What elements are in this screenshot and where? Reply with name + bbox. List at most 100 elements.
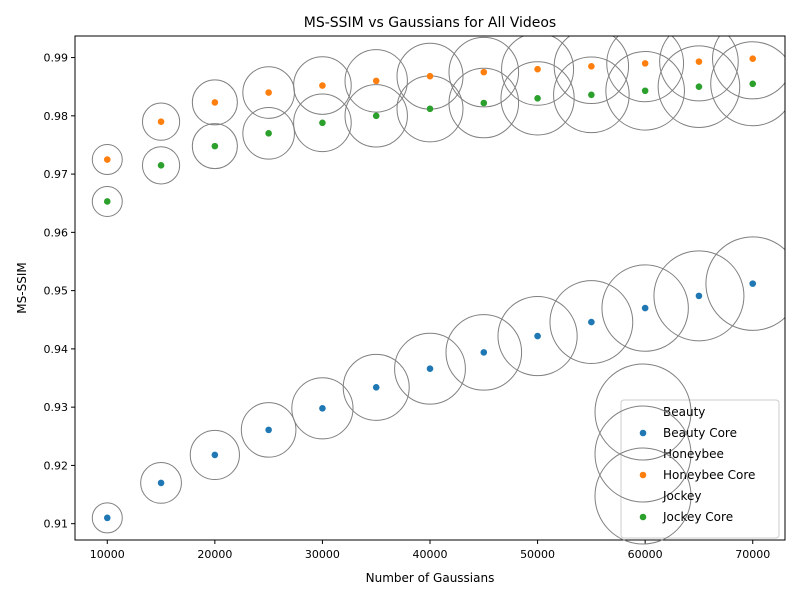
point-jockey-core bbox=[372, 112, 380, 120]
point-jockey-core bbox=[749, 80, 757, 88]
bubble-beauty bbox=[445, 314, 523, 391]
point-honeybee-core bbox=[480, 68, 488, 76]
bubble-honeybee bbox=[501, 36, 575, 106]
point-honeybee-core bbox=[372, 77, 380, 85]
x-tick-label: 50000 bbox=[520, 548, 555, 561]
point-honeybee-core bbox=[588, 62, 595, 70]
core-dot-layer bbox=[103, 55, 757, 522]
legend-label-honeybee-core: Honeybee Core bbox=[663, 468, 755, 482]
bubble-jockey bbox=[657, 45, 741, 128]
bubble-jockey bbox=[141, 146, 181, 185]
point-beauty-core bbox=[749, 280, 757, 287]
bubble-beauty bbox=[189, 429, 240, 481]
point-jockey-core bbox=[103, 198, 111, 205]
y-axis-label: MS-SSIM bbox=[15, 262, 29, 313]
bubble-honeybee bbox=[191, 79, 238, 126]
point-beauty-core bbox=[265, 426, 272, 434]
bubble-beauty bbox=[291, 377, 354, 440]
bubble-honeybee bbox=[553, 36, 630, 104]
bubble-honeybee bbox=[293, 56, 352, 115]
point-jockey-core bbox=[265, 130, 272, 137]
legend-marker-honeybee-core bbox=[639, 471, 647, 479]
point-beauty-core bbox=[695, 292, 703, 300]
point-honeybee-core bbox=[265, 89, 272, 96]
point-jockey-core bbox=[641, 87, 649, 95]
x-tick-label: 40000 bbox=[413, 548, 448, 561]
bubble-beauty bbox=[342, 353, 410, 421]
legend-label-jockey: Jockey bbox=[662, 489, 701, 503]
bubble-beauty bbox=[549, 280, 634, 364]
bubble-jockey bbox=[191, 123, 238, 170]
legend-frame bbox=[620, 399, 780, 539]
legend-label-beauty: Beauty bbox=[663, 405, 705, 419]
bubble-beauty bbox=[394, 332, 466, 405]
point-beauty-core bbox=[641, 304, 649, 312]
chart-title: MS-SSIM vs Gaussians for All Videos bbox=[304, 15, 556, 31]
legend-label-jockey-core: Jockey Core bbox=[662, 510, 733, 524]
bubble-jockey bbox=[344, 84, 408, 148]
point-beauty-core bbox=[588, 318, 595, 326]
legend-marker-jockey bbox=[594, 447, 692, 545]
bubble-beauty bbox=[601, 264, 689, 352]
y-tick-label: 0.97 bbox=[44, 168, 69, 181]
bubble-beauty bbox=[91, 502, 123, 534]
point-honeybee-core bbox=[211, 99, 219, 106]
y-tick-label: 0.98 bbox=[44, 110, 69, 123]
legend-label-beauty-core: Beauty Core bbox=[663, 426, 737, 440]
point-beauty-core bbox=[426, 365, 434, 372]
x-tick-label: 70000 bbox=[735, 548, 770, 561]
x-tick-label: 30000 bbox=[305, 548, 340, 561]
bubble-honeybee bbox=[344, 49, 408, 113]
point-honeybee-core bbox=[426, 72, 434, 80]
bubble-honeybee bbox=[659, 36, 739, 102]
x-tick-label: 20000 bbox=[197, 548, 232, 561]
point-honeybee-core bbox=[319, 82, 326, 89]
legend: Beauty Beauty Core Honeybee Honeybee Core Jo… bbox=[594, 363, 780, 545]
bubble-jockey bbox=[448, 67, 520, 139]
bubble-honeybee bbox=[448, 36, 520, 108]
bubble-honeybee bbox=[712, 36, 785, 100]
point-jockey-core bbox=[695, 83, 703, 90]
point-jockey-core bbox=[211, 142, 219, 150]
bubble-beauty bbox=[705, 236, 785, 331]
point-beauty-core bbox=[480, 349, 488, 356]
y-tick-label: 0.99 bbox=[44, 52, 69, 65]
point-beauty-core bbox=[157, 479, 165, 487]
legend-marker-beauty bbox=[594, 363, 692, 461]
bubble-jockey bbox=[500, 61, 575, 136]
point-honeybee-core bbox=[103, 156, 111, 163]
bubble-honeybee bbox=[91, 144, 123, 176]
x-tick-label: 10000 bbox=[90, 548, 125, 561]
bubble-jockey bbox=[242, 107, 295, 160]
y-tick-label: 0.96 bbox=[44, 226, 69, 239]
point-jockey-core bbox=[426, 105, 434, 113]
point-jockey-core bbox=[157, 162, 165, 169]
point-beauty-core bbox=[211, 451, 219, 459]
point-beauty-core bbox=[103, 514, 111, 522]
point-honeybee-core bbox=[749, 55, 757, 63]
point-honeybee-core bbox=[641, 60, 649, 67]
legend-marker-honeybee bbox=[594, 405, 692, 503]
y-tick-label: 0.95 bbox=[44, 285, 69, 298]
point-jockey-core bbox=[534, 95, 541, 102]
legend-label-honeybee: Honeybee bbox=[663, 447, 724, 461]
point-jockey-core bbox=[588, 91, 595, 99]
y-tick-label: 0.94 bbox=[44, 343, 69, 356]
point-beauty-core bbox=[319, 405, 326, 412]
legend-marker-beauty-core bbox=[639, 429, 647, 437]
point-honeybee-core bbox=[157, 118, 165, 125]
x-axis-label: Number of Gaussians bbox=[366, 571, 495, 585]
point-jockey-core bbox=[480, 99, 488, 107]
bubble-honeybee bbox=[606, 36, 685, 103]
x-axis: 10000 20000 30000 40000 50000 60000 70000 bbox=[90, 540, 770, 561]
bubble-honeybee bbox=[141, 102, 181, 141]
y-tick-label: 0.93 bbox=[44, 401, 69, 414]
bubble-beauty bbox=[140, 461, 182, 504]
y-axis: 0.91 0.92 0.93 0.94 0.95 0.96 0.97 0.98 0.99 bbox=[44, 52, 75, 531]
x-tick-label: 60000 bbox=[628, 548, 663, 561]
bubble-layer bbox=[91, 36, 785, 534]
bubble-jockey bbox=[293, 93, 352, 153]
bubble-beauty bbox=[240, 402, 297, 458]
